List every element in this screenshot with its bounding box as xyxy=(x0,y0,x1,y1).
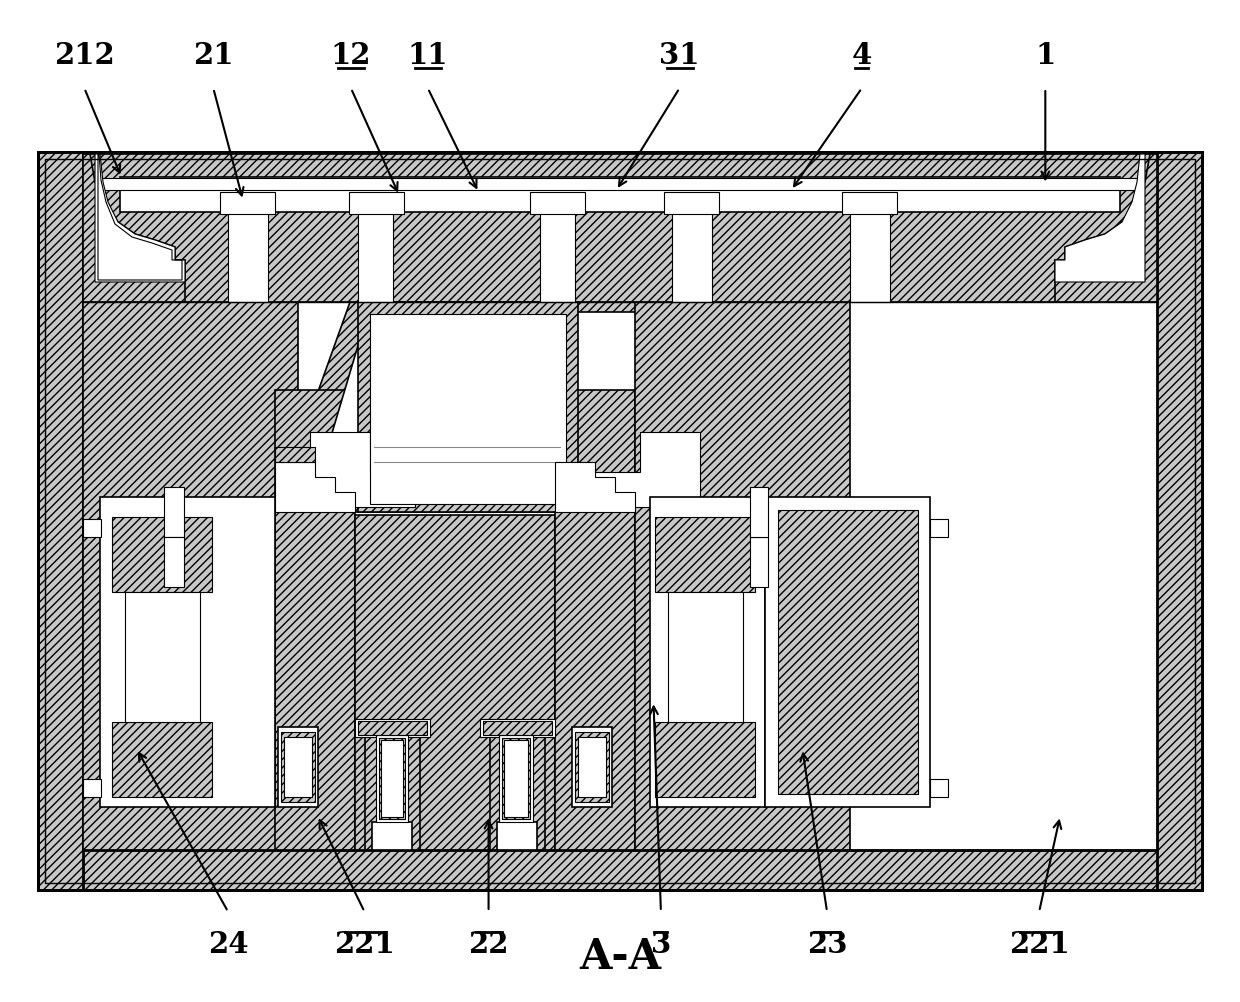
Bar xyxy=(529,192,585,214)
Bar xyxy=(83,178,1157,190)
Bar xyxy=(497,822,537,850)
Text: 11: 11 xyxy=(408,41,448,70)
Text: A-A: A-A xyxy=(579,936,661,978)
Bar xyxy=(672,212,712,302)
Bar xyxy=(750,487,768,537)
Polygon shape xyxy=(556,462,635,512)
Bar xyxy=(556,390,635,850)
Bar xyxy=(355,515,556,850)
Text: 1: 1 xyxy=(1035,41,1055,70)
Bar xyxy=(381,740,403,817)
Text: 24: 24 xyxy=(208,930,248,959)
Bar xyxy=(502,738,529,819)
Bar xyxy=(539,212,575,302)
Bar xyxy=(372,822,412,850)
Text: 22: 22 xyxy=(469,930,508,959)
Bar xyxy=(100,497,275,807)
Bar xyxy=(358,721,427,735)
Bar xyxy=(842,192,897,214)
Bar xyxy=(777,510,918,794)
Bar xyxy=(275,390,355,850)
Polygon shape xyxy=(275,462,355,512)
Bar xyxy=(38,152,83,890)
Bar xyxy=(83,260,298,850)
Polygon shape xyxy=(590,432,701,507)
Bar xyxy=(83,519,100,537)
Bar xyxy=(348,192,404,214)
Bar xyxy=(278,727,317,807)
Bar xyxy=(45,159,1195,883)
Bar xyxy=(655,722,755,797)
Bar xyxy=(930,519,949,537)
Bar xyxy=(370,314,565,504)
Bar xyxy=(750,537,768,587)
Bar xyxy=(164,537,184,587)
Bar xyxy=(480,719,556,737)
Bar xyxy=(379,738,405,819)
Bar xyxy=(358,212,393,302)
Bar xyxy=(490,735,546,850)
Text: 12: 12 xyxy=(331,41,371,70)
Bar xyxy=(849,212,890,302)
Text: 4: 4 xyxy=(852,41,872,70)
Bar xyxy=(498,735,533,822)
Bar xyxy=(663,192,719,214)
Text: 31: 31 xyxy=(660,41,699,70)
Bar xyxy=(228,212,268,302)
Bar xyxy=(125,592,200,722)
Text: 21: 21 xyxy=(193,41,233,70)
Bar xyxy=(83,154,1157,302)
Text: 212: 212 xyxy=(55,41,114,70)
Bar xyxy=(83,779,100,797)
Polygon shape xyxy=(310,312,701,507)
Bar xyxy=(164,487,184,537)
Text: 3: 3 xyxy=(651,930,671,959)
Text: 221: 221 xyxy=(335,930,394,959)
Polygon shape xyxy=(1055,154,1157,302)
Polygon shape xyxy=(275,447,315,462)
Polygon shape xyxy=(95,154,185,282)
Bar xyxy=(484,721,552,735)
Bar xyxy=(765,497,930,807)
Bar xyxy=(1157,152,1202,890)
Bar xyxy=(578,737,606,797)
Bar xyxy=(358,302,578,512)
Polygon shape xyxy=(83,154,185,302)
Bar xyxy=(650,497,765,807)
Bar xyxy=(668,592,743,722)
Polygon shape xyxy=(310,432,415,507)
Bar xyxy=(38,152,1202,192)
Polygon shape xyxy=(275,302,735,512)
Bar xyxy=(112,722,212,797)
Bar xyxy=(376,735,408,822)
Polygon shape xyxy=(1055,154,1145,282)
Bar xyxy=(365,735,420,850)
Bar xyxy=(572,727,613,807)
Bar xyxy=(281,732,315,802)
Bar xyxy=(575,732,609,802)
Bar xyxy=(38,850,1202,890)
Bar xyxy=(355,719,430,737)
Text: 23: 23 xyxy=(807,930,847,959)
Bar xyxy=(655,517,755,592)
Bar xyxy=(635,260,849,850)
Bar xyxy=(120,177,1120,212)
Bar xyxy=(219,192,275,214)
Bar xyxy=(930,779,949,797)
Bar xyxy=(112,517,212,592)
Bar xyxy=(503,740,528,817)
Text: 221: 221 xyxy=(1009,930,1069,959)
Bar xyxy=(284,737,312,797)
